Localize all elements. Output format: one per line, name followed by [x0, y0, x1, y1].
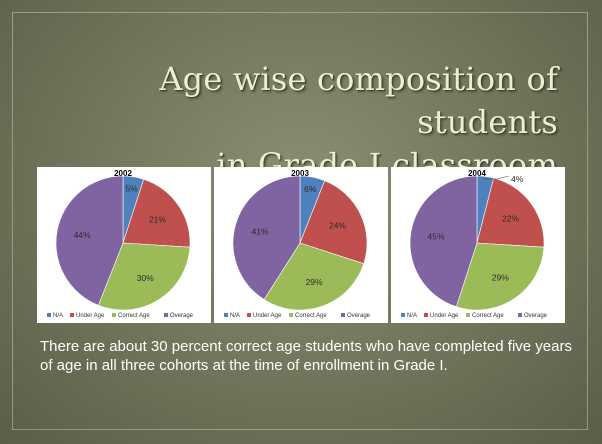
legend-label-na: N/A [53, 313, 63, 319]
legend-swatch-overage [164, 313, 168, 317]
legend-swatch-correct-age [466, 313, 470, 317]
data-label-na: 4% [511, 174, 524, 184]
legend-swatch-under-age [424, 313, 428, 317]
pie-chart-3-card: 2004 4% 22% 29% 45% N/A Under Age Correct Age Ov… [391, 167, 565, 323]
pie-chart-1-card: 2002 5% 21% 30% 44% N/A Under Age Correct Age Ov… [37, 167, 211, 323]
data-label-correct-age: 29% [492, 272, 509, 282]
pie-slice-correct-age [455, 242, 545, 311]
leader-line [483, 175, 510, 180]
chart-title: 2002 [114, 169, 132, 178]
data-label-under-age: 24% [329, 220, 346, 230]
legend-swatch-overage [341, 313, 345, 317]
chart-title: 2004 [468, 169, 486, 178]
data-label-overage: 45% [427, 232, 444, 242]
pie-chart-1: 2002 5% 21% 30% 44% N/A Under Age Correct Age Ov… [47, 169, 194, 319]
data-label-overage: 41% [252, 226, 269, 236]
pie-slice-correct-age [97, 242, 191, 311]
legend-swatch-under-age [70, 313, 74, 317]
slide-frame [12, 12, 588, 430]
data-label-overage: 44% [74, 230, 91, 240]
data-label-correct-age: 30% [137, 273, 154, 283]
legend-label-na: N/A [407, 313, 417, 319]
data-label-na: 5% [125, 184, 138, 194]
pie-slice-under-age [122, 178, 191, 248]
pie-chart-2-card: 2003 6% 24% 29% 41% N/A Under Age Correct Age Ov… [214, 167, 388, 323]
legend-swatch-correct-age [112, 313, 116, 317]
legend-label-correct-age: Correct Age [118, 313, 150, 319]
slide-caption: There are about 30 percent correct age s… [40, 338, 572, 374]
pie-chart-3: 2004 4% 22% 29% 45% N/A Under Age Correct Age Ov… [401, 169, 548, 319]
pie-slice-correct-age [263, 242, 365, 311]
legend-swatch-overage [518, 313, 522, 317]
data-label-under-age: 21% [149, 215, 166, 225]
pie-slice-overage [409, 175, 478, 308]
pie-slice-under-age [476, 177, 545, 248]
legend-label-under-age: Under Age [76, 313, 105, 319]
pie-slice-overage [232, 175, 301, 300]
legend-swatch-under-age [247, 313, 251, 317]
legend-label-correct-age: Correct Age [472, 313, 504, 319]
legend-label-na: N/A [230, 313, 240, 319]
chart-title: 2003 [291, 169, 309, 178]
pie-chart-2: 2003 6% 24% 29% 41% N/A Under Age Correct Age Ov… [224, 169, 371, 319]
legend-swatch-correct-age [289, 313, 293, 317]
legend-label-under-age: Under Age [253, 313, 282, 319]
data-label-na: 6% [304, 184, 317, 194]
legend-swatch-na [401, 313, 405, 317]
legend-swatch-na [224, 313, 228, 317]
title-line-1: Age wise composition of students [159, 60, 558, 141]
legend-label-under-age: Under Age [430, 313, 459, 319]
pie-slice-overage [55, 175, 124, 306]
legend-label-correct-age: Correct Age [295, 313, 327, 319]
legend-label-overage: Overage [524, 313, 548, 319]
data-label-under-age: 22% [502, 214, 519, 224]
legend-label-overage: Overage [347, 313, 371, 319]
pie-slice-under-age [299, 180, 368, 265]
data-label-correct-age: 29% [306, 277, 323, 287]
legend-label-overage: Overage [170, 313, 194, 319]
legend-swatch-na [47, 313, 51, 317]
